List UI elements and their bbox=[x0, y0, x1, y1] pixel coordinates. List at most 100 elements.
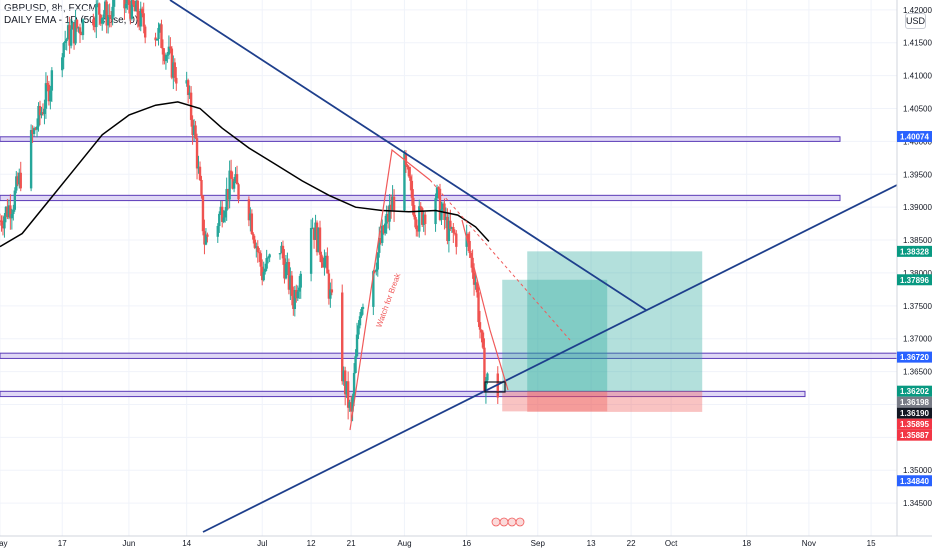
y-tick-label: 1.37000 bbox=[903, 335, 932, 344]
x-tick-label: 12 bbox=[307, 539, 316, 548]
candle-body bbox=[474, 282, 477, 285]
candle-body bbox=[295, 289, 298, 299]
candle-body bbox=[413, 214, 417, 220]
candle-body bbox=[278, 253, 282, 255]
x-tick-label: Oct bbox=[665, 539, 678, 548]
long-position-tools[interactable] bbox=[502, 251, 703, 412]
candle-body bbox=[262, 271, 265, 281]
candle-body bbox=[166, 54, 169, 56]
candle-body bbox=[172, 62, 175, 78]
candle-body bbox=[252, 233, 255, 240]
candle-body bbox=[157, 27, 160, 39]
x-tick-label: Jun bbox=[122, 539, 135, 548]
candle-body bbox=[160, 24, 163, 49]
x-tick-label: 18 bbox=[742, 539, 751, 548]
candle-body bbox=[4, 206, 8, 217]
candle-body bbox=[418, 206, 421, 232]
candle-body bbox=[293, 289, 297, 310]
candle-body bbox=[407, 166, 411, 177]
candle-body bbox=[472, 272, 476, 285]
y-tick-label: 1.35000 bbox=[903, 466, 932, 475]
candle-body bbox=[200, 179, 203, 196]
y-tick-label: 1.39500 bbox=[903, 170, 932, 179]
candle-body bbox=[226, 188, 230, 200]
candle-body bbox=[404, 153, 408, 166]
candle-body bbox=[379, 238, 382, 243]
zone-box[interactable] bbox=[0, 194, 841, 202]
y-tick-label: 1.41000 bbox=[903, 72, 932, 81]
candle-body bbox=[263, 268, 267, 272]
candle-body bbox=[126, 0, 129, 4]
candle-body bbox=[223, 210, 227, 218]
candle-body bbox=[35, 126, 39, 130]
candle-body bbox=[385, 213, 388, 224]
candle-body bbox=[438, 188, 442, 220]
candle-body bbox=[50, 70, 54, 91]
zone-box[interactable] bbox=[0, 352, 898, 359]
currency-button[interactable]: USD bbox=[905, 13, 926, 29]
support-resistance-zones[interactable] bbox=[0, 136, 898, 398]
candle-body bbox=[78, 27, 82, 34]
y-tick-label: 1.39000 bbox=[903, 203, 932, 212]
x-tick-label: 15 bbox=[867, 539, 876, 548]
candle-body bbox=[130, 0, 134, 19]
candle-body bbox=[352, 372, 356, 398]
candle-body bbox=[186, 80, 190, 96]
candle-body bbox=[47, 84, 51, 102]
candle-body bbox=[416, 229, 419, 232]
candle-body bbox=[421, 208, 424, 225]
candle-body bbox=[261, 266, 264, 281]
x-tick-label: 21 bbox=[347, 539, 356, 548]
x-tick-label: May bbox=[0, 539, 8, 548]
alert-icons bbox=[491, 517, 525, 527]
candle-body bbox=[258, 252, 261, 254]
candle-body bbox=[142, 13, 145, 27]
candle-body bbox=[74, 19, 77, 44]
descending-trendline bbox=[169, 0, 647, 311]
x-tick-label: 13 bbox=[587, 539, 596, 548]
candle-body bbox=[312, 227, 316, 240]
candle-body bbox=[132, 0, 135, 5]
candle-body bbox=[440, 209, 443, 220]
candle-body bbox=[318, 227, 322, 255]
candle-body bbox=[292, 295, 295, 310]
candle-body bbox=[44, 83, 48, 109]
candle-body bbox=[225, 188, 228, 211]
candle-body bbox=[471, 257, 474, 273]
y-tick-label: 1.34500 bbox=[903, 499, 932, 508]
candle-body bbox=[341, 292, 344, 382]
candle-body bbox=[80, 33, 83, 36]
candle-body bbox=[32, 128, 36, 134]
candle-body bbox=[161, 48, 165, 55]
candle-body bbox=[81, 19, 85, 36]
candle-body bbox=[466, 233, 470, 241]
zone-box[interactable] bbox=[0, 390, 806, 398]
candle-body bbox=[281, 245, 285, 259]
candle-body bbox=[222, 217, 225, 222]
x-tick-label: 14 bbox=[182, 539, 191, 548]
candle-body bbox=[375, 269, 378, 272]
candle-body bbox=[348, 402, 351, 408]
candle-body bbox=[475, 282, 479, 293]
candle-body bbox=[290, 275, 294, 296]
candle-body bbox=[143, 26, 147, 38]
candle-body bbox=[343, 370, 347, 395]
candle-body bbox=[249, 213, 252, 221]
price-label: 1.36202 bbox=[900, 387, 929, 396]
candle-body bbox=[265, 258, 268, 269]
candle-body bbox=[123, 0, 126, 9]
candle-body bbox=[71, 22, 74, 30]
candle-body bbox=[381, 225, 384, 243]
candle-body bbox=[235, 174, 239, 185]
candle-body bbox=[360, 309, 363, 317]
candle-body bbox=[311, 227, 314, 229]
candle-body bbox=[46, 83, 49, 85]
candle-body bbox=[422, 214, 425, 225]
candle-body bbox=[127, 0, 131, 5]
candle-body bbox=[441, 203, 445, 210]
candle-body bbox=[16, 176, 19, 185]
zone-box[interactable] bbox=[0, 136, 841, 142]
candle-body bbox=[29, 130, 33, 189]
